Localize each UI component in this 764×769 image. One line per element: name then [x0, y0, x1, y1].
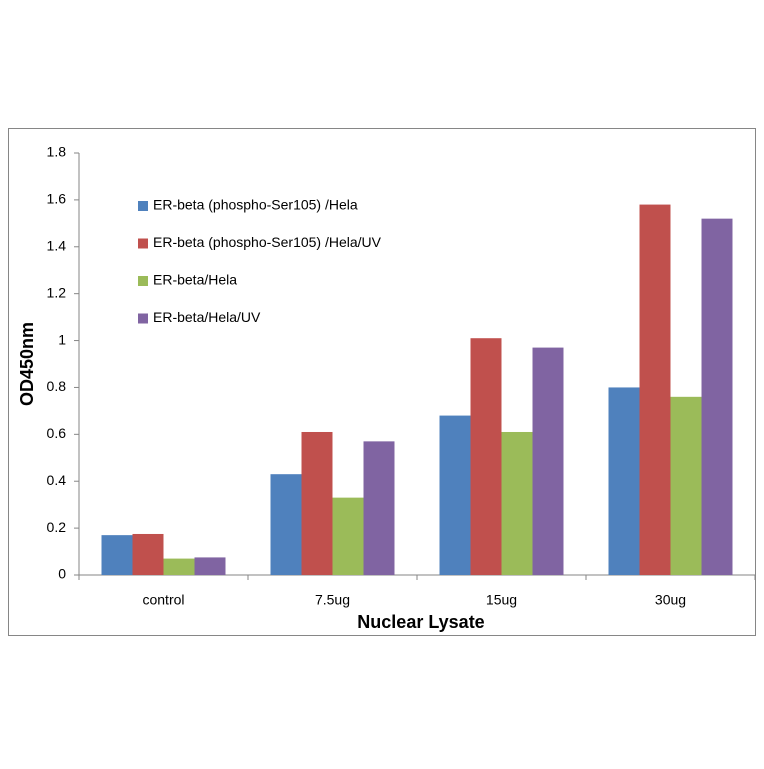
- x-tick-label: 30ug: [655, 592, 686, 608]
- y-tick-label: 1.6: [47, 191, 67, 207]
- bar: [363, 441, 395, 575]
- legend-label: ER-beta/Hela/UV: [153, 309, 261, 325]
- y-tick-label: 1.2: [47, 284, 67, 300]
- bar: [639, 204, 671, 576]
- bar: [470, 338, 502, 575]
- y-axis-title: OD450nm: [17, 322, 37, 406]
- bar: [163, 558, 195, 575]
- bar: [532, 347, 564, 575]
- y-tick-label: 0.4: [47, 472, 67, 488]
- legend-swatch: [138, 313, 148, 324]
- y-tick-label: 0: [58, 566, 66, 582]
- y-tick-label: 0.2: [47, 519, 67, 535]
- y-tick-label: 0.8: [47, 378, 67, 394]
- y-tick-label: 1.8: [47, 144, 67, 160]
- bar: [439, 415, 471, 575]
- bar: [670, 396, 702, 575]
- bar: [194, 557, 226, 575]
- x-tick-label: 7.5ug: [315, 592, 350, 608]
- x-tick-label: 15ug: [486, 592, 517, 608]
- legend-label: ER-beta (phospho-Ser105) /Hela/UV: [153, 234, 382, 250]
- bar: [332, 497, 364, 575]
- y-tick-label: 0.6: [47, 425, 67, 441]
- bar: [101, 535, 133, 575]
- y-tick-label: 1: [58, 331, 66, 347]
- legend-label: ER-beta (phospho-Ser105) /Hela: [153, 197, 358, 213]
- bar: [701, 218, 733, 575]
- bar: [132, 533, 164, 575]
- legend-swatch: [138, 238, 148, 249]
- bar: [608, 387, 640, 575]
- bar: [501, 431, 533, 575]
- legend-swatch: [138, 201, 148, 211]
- x-axis-title: Nuclear Lysate: [357, 612, 484, 632]
- x-tick-label: control: [142, 592, 184, 608]
- legend-label: ER-beta/Hela: [153, 272, 237, 288]
- y-tick-label: 1.4: [47, 237, 67, 253]
- bar: [301, 431, 333, 575]
- bar: [270, 474, 302, 575]
- legend-swatch: [138, 276, 148, 286]
